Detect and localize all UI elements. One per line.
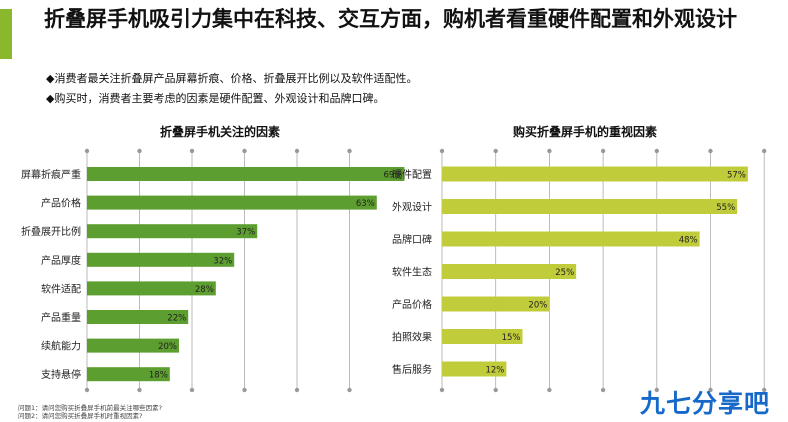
gridline-dot [762, 148, 767, 154]
left-chart-title: 折叠屏手机关注的因素 [159, 125, 280, 139]
gridline-dot [137, 387, 142, 393]
accent-bar [0, 9, 12, 59]
value-label: 22% [167, 314, 186, 324]
right-chart-title: 购买折叠屏手机的重视因素 [512, 125, 657, 139]
bar [87, 338, 179, 353]
bar [442, 264, 577, 279]
value-label: 15% [502, 333, 521, 343]
gridline-dot [547, 387, 552, 393]
category-label: 软件生态 [392, 266, 432, 279]
gridline-dot [347, 387, 352, 393]
bar [442, 329, 523, 344]
category-label: 品牌口碑 [392, 233, 432, 246]
bar [87, 367, 170, 382]
category-label: 续航能力 [41, 340, 81, 353]
gridline-dot [708, 387, 713, 393]
gridline-dot [347, 148, 352, 154]
value-label: 48% [679, 236, 698, 246]
value-label: 57% [727, 171, 746, 181]
survey-notes: 问题1：请问您购买折叠屏手机前最关注哪些因素? 问题2：请问您购买折叠屏手机时重… [18, 404, 162, 420]
gridline-dot [189, 148, 195, 154]
gridline-dot [493, 387, 498, 393]
category-label: 拍照效果 [392, 331, 432, 344]
gridline-dot [708, 148, 713, 154]
bar [87, 310, 189, 324]
value-label: 37% [236, 228, 255, 238]
value-label: 20% [158, 342, 177, 352]
gridline-dot [439, 387, 445, 393]
gridline-dot [294, 148, 300, 154]
gridline-dot [294, 387, 300, 393]
gridline-dot [242, 148, 247, 154]
bar [87, 252, 235, 267]
category-label: 折叠展开比例 [21, 225, 81, 238]
value-label: 12% [485, 366, 504, 376]
category-label: 硬件配置 [392, 169, 432, 181]
category-label: 产品重量 [41, 311, 81, 324]
bullet-list: ◆消费者最关注折叠屏产品屏幕折痕、价格、折叠展开比例以及软件适配性。 ◆购买时，… [46, 69, 417, 109]
gridline-dot [493, 148, 498, 154]
note-line: 问题2：请问您购买折叠屏手机时重视因素? [18, 412, 143, 420]
category-label: 屏幕折痕严重 [21, 168, 81, 181]
value-label: 20% [528, 301, 547, 311]
bar [87, 167, 405, 181]
gridline-dot [84, 148, 90, 154]
category-label: 产品价格 [392, 298, 432, 311]
gridline-dot [600, 148, 606, 154]
value-label: 32% [213, 256, 232, 266]
gridline-dot [762, 387, 767, 393]
gridline-dot [547, 148, 552, 154]
value-label: 63% [356, 199, 375, 209]
category-label: 外观设计 [392, 201, 432, 214]
page-title: 折叠屏手机吸引力集中在科技、交互方面，购机者看重硬件配置和外观设计 [44, 7, 737, 31]
category-label: 产品价格 [41, 197, 81, 210]
gridline-dot [600, 387, 606, 393]
bar [87, 281, 216, 296]
gridline-dot [242, 387, 247, 393]
value-label: 25% [555, 268, 574, 278]
note-line: 问题1：请问您购买折叠屏手机前最关注哪些因素? [18, 404, 163, 412]
category-label: 售后服务 [392, 363, 432, 376]
bar [442, 231, 700, 247]
watermark-logo: 九七分享吧 [640, 389, 771, 418]
bar [442, 166, 748, 182]
bar [442, 296, 550, 312]
gridline-dot [654, 148, 659, 154]
bar [87, 224, 258, 239]
value-label: 28% [195, 285, 214, 295]
bullet-item: ◆购买时，消费者主要考虑的因素是硬件配置、外观设计和品牌口碑。 [46, 92, 385, 105]
category-label: 支持悬停 [41, 368, 81, 381]
gridline-dot [654, 387, 659, 393]
gridline-dot [84, 387, 90, 393]
gridline-dot [189, 387, 195, 393]
category-label: 产品厚度 [41, 254, 81, 267]
value-label: 55% [716, 203, 735, 213]
gridline-dot [137, 148, 142, 154]
bar [442, 199, 738, 214]
bar [442, 361, 507, 377]
value-label: 18% [149, 371, 168, 381]
gridline-dot [439, 148, 445, 154]
bullet-item: ◆消费者最关注折叠屏产品屏幕折痕、价格、折叠展开比例以及软件适配性。 [46, 72, 418, 85]
category-label: 软件适配 [41, 282, 81, 295]
bar [87, 195, 377, 210]
value-label: 69% [383, 171, 402, 181]
